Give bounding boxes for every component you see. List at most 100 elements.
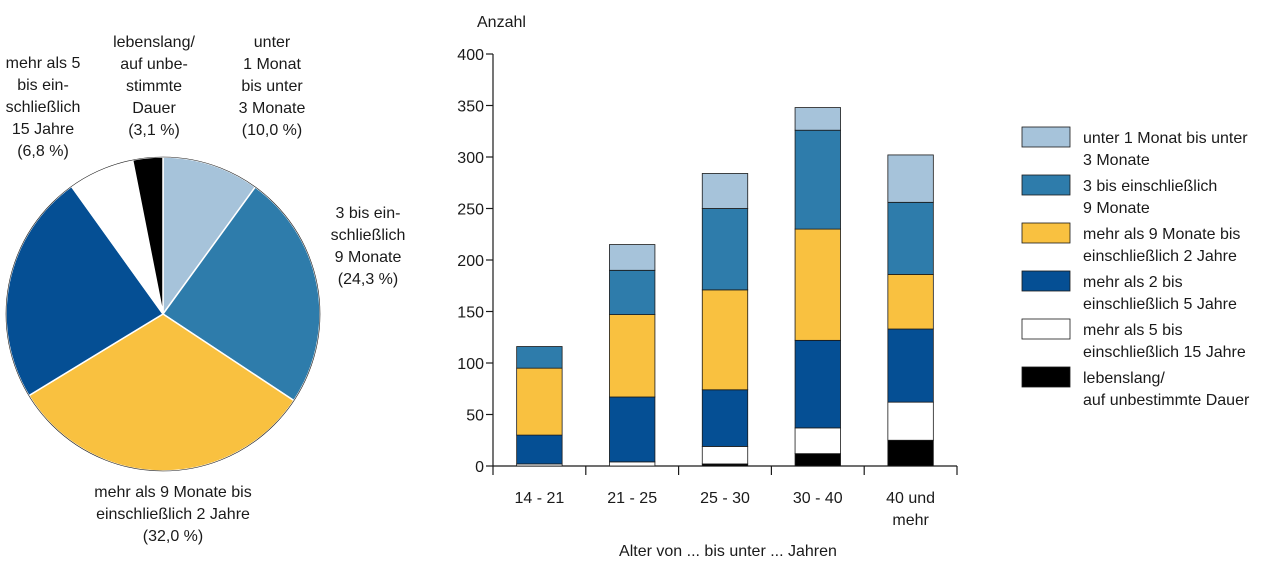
bar-segment-y2to5 (701, 389, 749, 447)
legend-label-under3m-line: 3 Monate (1083, 152, 1150, 169)
x-tick-label-line: 14 - 21 (514, 490, 564, 507)
x-tick-label-line: 40 und (886, 490, 935, 507)
pie-chart (5, 156, 321, 472)
bar-segment-under3m (887, 154, 934, 203)
pie-label-m9to2y-line: einschließlich 2 Jahre (96, 506, 250, 523)
pie-label-y5to15-line: 15 Jahre (12, 121, 74, 138)
bar-segment-m3to9 (516, 346, 563, 369)
bar-segment-under3m (701, 173, 749, 209)
x-tick-label: 14 - 21 (514, 490, 564, 507)
legend-label-m3to9-line: 9 Monate (1083, 200, 1150, 217)
pie-label-y5to15: mehr als 5 bis ein-schließlich 15 Jahre (6,… (6, 55, 81, 160)
pie-label-m3to9-line: 3 bis ein- (336, 205, 401, 222)
x-tick-label-line: 25 - 30 (700, 490, 750, 507)
pie-labels: unter 1 Monat bis unter 3 Monate (10,0 %) 3 b… (6, 34, 406, 545)
legend-label-y5to15: mehr als 5 bis einschließlich 15 Jahre (1083, 322, 1246, 361)
y-tick-label: 300 (457, 150, 484, 167)
legend-label-y2to5-line: mehr als 2 bis (1083, 274, 1183, 291)
pie-outline (5, 156, 321, 472)
x-axis: 14 - 21 21 - 25 25 - 30 30 - 40 40 und mehr (492, 465, 958, 529)
bar-segment-y5to15 (887, 401, 934, 441)
pie-label-under3m-line: bis unter (241, 78, 303, 95)
y-tick-label: 250 (457, 202, 484, 219)
pie-label-under3m-line: 1 Monat (243, 56, 301, 73)
pie-label-life: lebenslang/auf unbe-stimmte Dauer (3,1 %) (113, 34, 195, 139)
bar-segment-y5to15 (609, 461, 656, 467)
bar-segment-life (794, 453, 841, 467)
pie-label-m3to9: 3 bis ein-schließlich 9 Monate (24,3 %) (331, 205, 406, 288)
x-axis-label: Alter von ... bis unter ... Jahren (619, 543, 837, 560)
legend-label-y5to15-line: mehr als 5 bis (1083, 322, 1183, 339)
bar-segment-under3m (794, 107, 841, 131)
x-tick-label: 25 - 30 (700, 490, 750, 507)
legend-label-life: lebenslang/auf unbestimmte Dauer (1083, 370, 1250, 409)
legend-swatch-m3to9 (1021, 174, 1071, 196)
x-tick-label-line: 21 - 25 (607, 490, 657, 507)
bar-segment-m3to9 (887, 201, 934, 275)
y-tick-label: 150 (457, 305, 484, 322)
legend-label-life-line: auf unbestimmte Dauer (1083, 392, 1250, 409)
legend-label-m9to2y-line: mehr als 9 Monate bis (1083, 226, 1240, 243)
pie-label-life-line: lebenslang/ (113, 34, 195, 51)
bar-segment-y2to5 (609, 396, 656, 463)
bar-segment-m3to9 (794, 129, 841, 230)
legend-swatch-life (1021, 366, 1071, 388)
pie-label-life-line: Dauer (132, 100, 176, 117)
y-tick-label: 350 (457, 99, 484, 116)
y-axis-label: Anzahl (477, 14, 526, 31)
legend: unter 1 Monat bis unter 3 Monate 3 bis ein… (1021, 126, 1250, 409)
y-tick-label: 50 (466, 408, 484, 425)
bar-segment-y5to15 (794, 427, 841, 455)
legend-swatch-under3m (1021, 126, 1071, 148)
pie-label-m9to2y-line: (32,0 %) (143, 528, 203, 545)
bar-segment-m9to2y (609, 314, 656, 398)
pie-label-m3to9-line: (24,3 %) (338, 271, 398, 288)
bar-segment-under3m (609, 244, 656, 271)
legend-swatch-y5to15 (1021, 318, 1071, 340)
x-tick-label-line: 30 - 40 (793, 490, 843, 507)
bar-segment-m9to2y (887, 274, 934, 330)
bar-segment-m9to2y (516, 367, 563, 436)
pie-label-m3to9-line: schließlich (331, 227, 406, 244)
legend-label-m3to9: 3 bis einschließlich 9 Monate (1083, 178, 1217, 217)
bar-segment-y2to5 (516, 434, 563, 465)
bar-segment-m9to2y (794, 228, 841, 341)
pie-label-y5to15-line: schließlich (6, 99, 81, 116)
pie-label-life-line: stimmte (126, 78, 182, 95)
bar-segment-m3to9 (609, 269, 656, 315)
pie-label-under3m-line: unter (254, 34, 291, 51)
bar-segment-life (887, 439, 934, 467)
bar-segment-m3to9 (701, 208, 749, 291)
bar-segment-y5to15 (701, 446, 749, 465)
x-tick-label-line: mehr (892, 512, 929, 529)
pie-label-y5to15-line: mehr als 5 (6, 55, 81, 72)
bar-segment-m9to2y (701, 289, 749, 391)
y-axis: 0 50 100 150 200 250 300 350 400 (457, 47, 494, 476)
pie-label-m9to2y-line: mehr als 9 Monate bis (94, 484, 251, 501)
bar-segment-y2to5 (887, 328, 934, 403)
legend-label-life-line: lebenslang/ (1083, 370, 1165, 387)
legend-label-m9to2y-line: einschließlich 2 Jahre (1083, 248, 1237, 265)
legend-label-under3m: unter 1 Monat bis unter 3 Monate (1083, 130, 1248, 169)
legend-label-m9to2y: mehr als 9 Monate bis einschließlich 2 Ja… (1083, 226, 1240, 265)
legend-label-under3m-line: unter 1 Monat bis unter (1083, 130, 1248, 147)
legend-swatch-m9to2y (1021, 222, 1071, 244)
pie-label-life-line: (3,1 %) (128, 122, 180, 139)
pie-label-y5to15-line: bis ein- (17, 77, 69, 94)
pie-label-under3m-line: (10,0 %) (242, 122, 302, 139)
legend-swatch-y2to5 (1021, 270, 1071, 292)
y-tick-label: 0 (475, 459, 484, 476)
pie-label-under3m: unter 1 Monat bis unter 3 Monate (10,0 %) (239, 34, 306, 139)
y-tick-label: 100 (457, 356, 484, 373)
pie-label-y5to15-line: (6,8 %) (17, 143, 69, 160)
pie-label-under3m-line: 3 Monate (239, 100, 306, 117)
y-tick-label: 400 (457, 47, 484, 64)
pie-label-m3to9-line: 9 Monate (335, 249, 402, 266)
legend-label-y2to5-line: einschließlich 5 Jahre (1083, 296, 1237, 313)
legend-label-m3to9-line: 3 bis einschließlich (1083, 178, 1217, 195)
bar-segment-y2to5 (794, 339, 841, 429)
bar-chart: Anzahl Alter von ... bis unter ... Jahre… (457, 14, 958, 560)
legend-label-y5to15-line: einschließlich 15 Jahre (1083, 344, 1246, 361)
x-tick-label: 30 - 40 (793, 490, 843, 507)
